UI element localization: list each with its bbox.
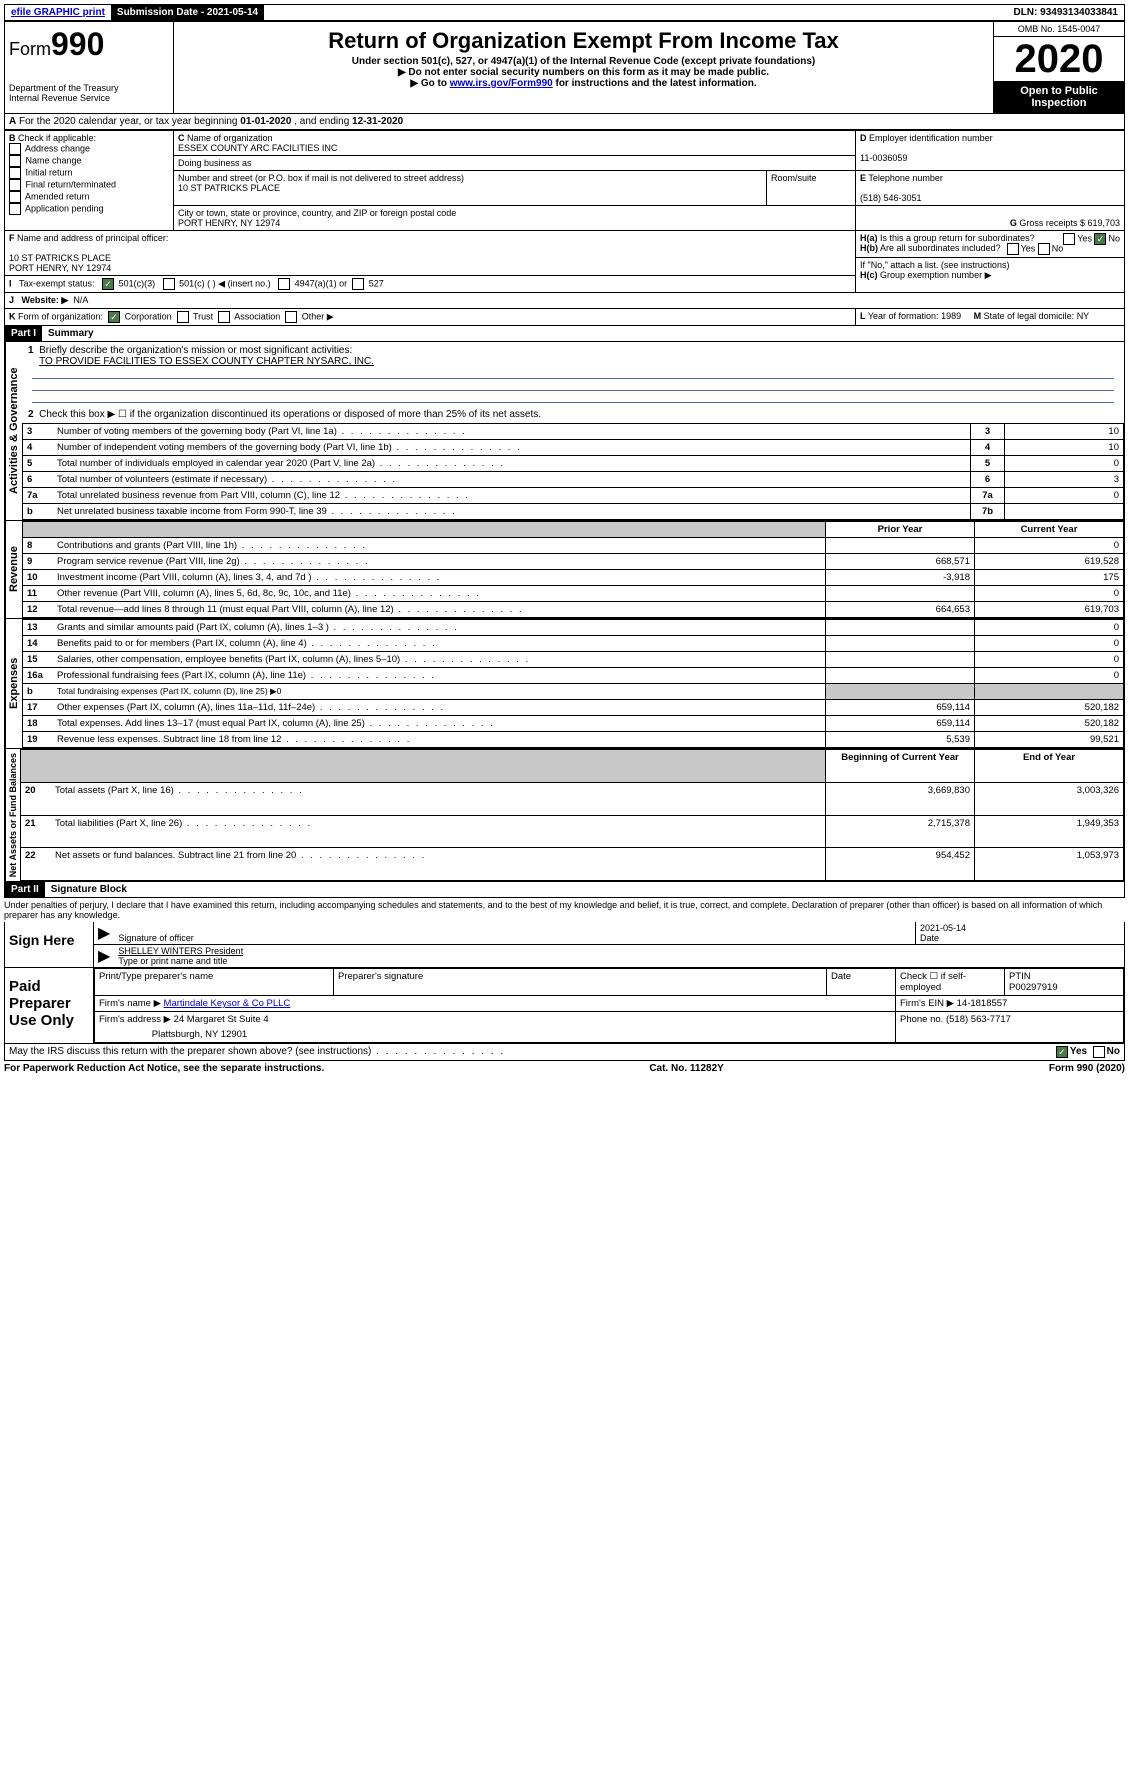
discuss-yes[interactable] <box>1056 1046 1068 1058</box>
revenue-section: Revenue Prior Year Current Year 8Contrib… <box>4 521 1125 619</box>
subtitle-1: Under section 501(c), 527, or 4947(a)(1)… <box>178 56 989 67</box>
netassets-section: Net Assets or Fund Balances Beginning of… <box>4 749 1125 882</box>
chk-corporation[interactable] <box>108 311 120 323</box>
form-number: Form990 <box>9 26 169 63</box>
discuss-row: May the IRS discuss this return with the… <box>4 1044 1125 1061</box>
omb-number: OMB No. 1545-0047 <box>994 22 1124 37</box>
year-formation: 1989 <box>941 311 961 321</box>
table-row: 11Other revenue (Part VIII, column (A), … <box>23 586 1124 602</box>
subtitle-3: ▶ Go to www.irs.gov/Form990 for instruct… <box>178 78 989 89</box>
ha-no-check[interactable] <box>1094 233 1106 245</box>
chk-final-return[interactable]: Final return/terminated <box>26 179 117 189</box>
table-row: 17Other expenses (Part IX, column (A), l… <box>23 700 1124 716</box>
firm-ein: 14-1818557 <box>957 998 1008 1009</box>
efile-link[interactable]: efile GRAPHIC print <box>5 5 111 20</box>
subtitle-2: ▶ Do not enter social security numbers o… <box>178 67 989 78</box>
firm-phone: (518) 563-7717 <box>946 1014 1011 1025</box>
chk-address-change[interactable]: Address change <box>25 143 90 153</box>
table-row: 20Total assets (Part X, line 16)3,669,83… <box>21 782 1124 815</box>
table-row: 16aProfessional fundraising fees (Part I… <box>23 668 1124 684</box>
open-public: Open to Public Inspection <box>994 81 1124 113</box>
table-row: 9Program service revenue (Part VIII, lin… <box>23 554 1124 570</box>
table-row: 5Total number of individuals employed in… <box>23 456 1124 472</box>
officer-name: SHELLEY WINTERS President <box>118 946 243 956</box>
vlabel-revenue: Revenue <box>5 521 22 618</box>
table-row: bNet unrelated business taxable income f… <box>23 504 1124 520</box>
chk-amended[interactable]: Amended return <box>25 191 90 201</box>
table-row: 12Total revenue—add lines 8 through 11 (… <box>23 602 1124 618</box>
entity-info-grid: B Check if applicable: Address change Na… <box>4 130 1125 326</box>
dept-treasury: Department of the Treasury Internal Reve… <box>9 83 169 103</box>
perjury-text: Under penalties of perjury, I declare th… <box>4 898 1125 922</box>
footer: For Paperwork Reduction Act Notice, see … <box>4 1061 1125 1076</box>
gross-receipts: 619,703 <box>1087 218 1120 228</box>
sign-here-block: Sign Here ▶ Signature of officer 2021-05… <box>4 922 1125 968</box>
form-title: Return of Organization Exempt From Incom… <box>178 28 989 54</box>
vlabel-expenses: Expenses <box>5 619 22 748</box>
mission: TO PROVIDE FACILITIES TO ESSEX COUNTY CH… <box>39 356 374 367</box>
table-row: 10Investment income (Part VIII, column (… <box>23 570 1124 586</box>
officer-addr1: 10 ST PATRICKS PLACE <box>9 253 111 263</box>
table-row: 7aTotal unrelated business revenue from … <box>23 488 1124 504</box>
officer-addr2: PORT HENRY, NY 12974 <box>9 263 111 273</box>
table-row: 6Total number of volunteers (estimate if… <box>23 472 1124 488</box>
table-row: 19Revenue less expenses. Subtract line 1… <box>23 732 1124 748</box>
org-name: ESSEX COUNTY ARC FACILITIES INC <box>178 143 337 153</box>
table-row: 15Salaries, other compensation, employee… <box>23 652 1124 668</box>
chk-name-change[interactable]: Name change <box>26 155 82 165</box>
firm-addr: 24 Margaret St Suite 4 <box>174 1014 269 1025</box>
table-row: 3Number of voting members of the governi… <box>23 424 1124 440</box>
period-row: A For the 2020 calendar year, or tax yea… <box>4 114 1125 130</box>
table-row: 8Contributions and grants (Part VIII, li… <box>23 538 1124 554</box>
firm-link[interactable]: Martindale Keysor & Co PLLC <box>164 998 291 1009</box>
form-header: Form990 Department of the Treasury Inter… <box>4 21 1125 114</box>
ein: 11-0036059 <box>860 153 907 163</box>
expenses-section: Expenses 13Grants and similar amounts pa… <box>4 619 1125 749</box>
city: PORT HENRY, NY 12974 <box>178 218 280 228</box>
phone: (518) 546-3051 <box>860 193 922 203</box>
table-row: 18Total expenses. Add lines 13–17 (must … <box>23 716 1124 732</box>
paid-preparer-block: Paid Preparer Use Only Print/Type prepar… <box>4 968 1125 1044</box>
table-row: 21Total liabilities (Part X, line 26)2,7… <box>21 815 1124 848</box>
vlabel-netassets: Net Assets or Fund Balances <box>5 749 20 881</box>
table-row: 4Number of independent voting members of… <box>23 440 1124 456</box>
top-bar: efile GRAPHIC print Submission Date - 20… <box>4 4 1125 21</box>
firm-addr2: Plattsburgh, NY 12901 <box>152 1029 247 1040</box>
dln: DLN: 93493134033841 <box>1007 5 1124 20</box>
table-row: bTotal fundraising expenses (Part IX, co… <box>23 684 1124 700</box>
website: N/A <box>73 295 88 305</box>
vlabel-governance: Activities & Governance <box>5 342 22 520</box>
sign-date: 2021-05-14 <box>920 923 966 933</box>
discuss-no[interactable] <box>1093 1046 1105 1058</box>
table-row: 22Net assets or fund balances. Subtract … <box>21 848 1124 881</box>
part2-header: Part II Signature Block <box>4 882 1125 898</box>
ptin: P00297919 <box>1009 982 1058 993</box>
chk-app-pending[interactable]: Application pending <box>25 203 104 213</box>
table-row: 13Grants and similar amounts paid (Part … <box>23 620 1124 636</box>
governance-section: Activities & Governance 1 Briefly descri… <box>4 342 1125 521</box>
irs-link[interactable]: www.irs.gov/Form990 <box>450 78 553 89</box>
state-domicile: NY <box>1077 311 1090 321</box>
street: 10 ST PATRICKS PLACE <box>178 183 280 193</box>
chk-initial-return[interactable]: Initial return <box>26 167 73 177</box>
submission-date: Submission Date - 2021-05-14 <box>111 5 264 20</box>
tax-year: 2020 <box>994 37 1124 81</box>
part1-header: Part I Summary <box>4 326 1125 342</box>
table-row: 14Benefits paid to or for members (Part … <box>23 636 1124 652</box>
chk-501c3[interactable] <box>102 278 114 290</box>
